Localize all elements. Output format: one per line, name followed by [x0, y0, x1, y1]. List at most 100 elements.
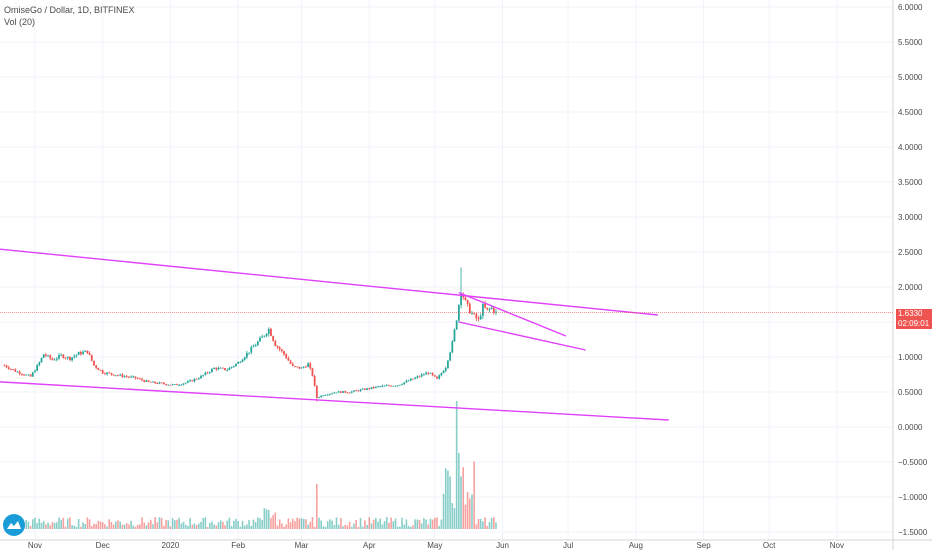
candle-body — [342, 391, 344, 393]
candle-body — [300, 367, 303, 369]
volume-bar — [385, 517, 388, 529]
trendline-lower-channel — [0, 381, 669, 421]
volume-bar — [342, 526, 344, 529]
candle-body — [12, 369, 15, 370]
volume-bar — [206, 526, 209, 529]
tradingview-logo-icon[interactable] — [3, 514, 25, 536]
candle-body — [344, 391, 347, 393]
volume-bar — [259, 518, 261, 529]
volume-bar — [252, 519, 255, 529]
candle-body — [333, 392, 336, 394]
y-tick-label: 3.5000 — [898, 178, 923, 187]
volume-bar — [73, 525, 76, 529]
volume-bar — [416, 519, 419, 529]
x-tick-label: Nov — [28, 541, 42, 550]
candle-body — [44, 354, 47, 356]
trendline-upper-channel — [0, 248, 658, 316]
volume-bar — [403, 524, 406, 529]
volume-bar — [423, 518, 425, 529]
candle-body — [276, 345, 279, 348]
candle-body — [466, 300, 469, 304]
candle-body — [385, 385, 388, 387]
volume-bar — [169, 526, 172, 529]
volume-bar — [246, 524, 248, 529]
volume-bar — [204, 517, 207, 529]
volume-bar — [167, 520, 170, 529]
candle-body — [202, 374, 205, 376]
symbol-title[interactable]: OmiseGo / Dollar, 1D, BITFINEX — [4, 5, 135, 15]
volume-bar — [62, 517, 65, 529]
volume-bar — [447, 470, 449, 529]
volume-bar — [460, 476, 462, 529]
candle-body — [296, 366, 299, 368]
volume-bar — [405, 519, 408, 529]
volume-bar — [272, 515, 274, 529]
candle-body — [200, 375, 202, 379]
volume-bar — [115, 521, 117, 529]
volume-bar — [375, 517, 377, 529]
candle-body — [309, 363, 312, 369]
volume-bar — [56, 522, 58, 529]
candle-body — [171, 384, 174, 386]
candle-body — [270, 328, 272, 337]
volume-bar — [267, 509, 270, 529]
volume-bar — [407, 525, 410, 529]
candle-body — [108, 372, 111, 374]
candle-body — [215, 367, 218, 370]
x-tick-label: 2020 — [162, 541, 180, 550]
volume-bar — [119, 521, 121, 529]
candle-body — [40, 357, 43, 363]
candle-body — [121, 374, 124, 377]
volume-bar — [350, 526, 353, 529]
candle-body — [38, 362, 41, 365]
volume-bar — [427, 524, 430, 529]
candle-body — [326, 394, 329, 396]
candle-body — [449, 352, 452, 361]
volume-bar — [101, 522, 104, 529]
volume-bar — [392, 521, 395, 529]
volume-bar — [222, 521, 224, 529]
volume-bar — [211, 521, 213, 529]
volume-bar — [488, 522, 491, 529]
volume-indicator-label[interactable]: Vol (20) — [4, 17, 36, 27]
volume-bar — [145, 525, 148, 529]
volume-bar — [36, 522, 38, 529]
volume-bar — [444, 468, 447, 529]
candle-body — [468, 303, 471, 314]
candle-body — [149, 381, 152, 383]
candle-body — [176, 384, 178, 386]
candle-body — [331, 393, 334, 395]
candle-body — [250, 347, 253, 353]
candle-body — [265, 333, 268, 336]
candle-body — [302, 366, 305, 368]
candle-body — [64, 357, 67, 359]
volume-bar — [473, 461, 475, 529]
volume-bar — [136, 524, 139, 529]
volume-bar — [458, 452, 460, 529]
candle-body — [141, 378, 143, 381]
candle-body — [392, 385, 395, 387]
candle-body — [363, 388, 366, 390]
volume-bar — [294, 521, 296, 529]
volume-bar — [158, 517, 161, 529]
volume-bar — [88, 519, 91, 529]
volume-bar — [93, 523, 95, 529]
candle-body — [55, 358, 58, 360]
candle-body — [58, 355, 60, 359]
volume-bar — [263, 508, 266, 529]
candle-body — [337, 391, 340, 393]
volume-bar — [163, 525, 165, 529]
volume-bar — [394, 518, 397, 529]
candle-body — [278, 347, 281, 350]
volume-bar — [134, 526, 137, 529]
candle-body — [125, 376, 128, 378]
volume-bar — [49, 525, 52, 529]
volume-bar — [484, 517, 486, 529]
volume-bar — [320, 520, 322, 529]
candle-body — [36, 364, 39, 371]
volume-bar — [243, 525, 246, 529]
candle-body — [29, 374, 32, 377]
volume-bar — [141, 517, 143, 529]
